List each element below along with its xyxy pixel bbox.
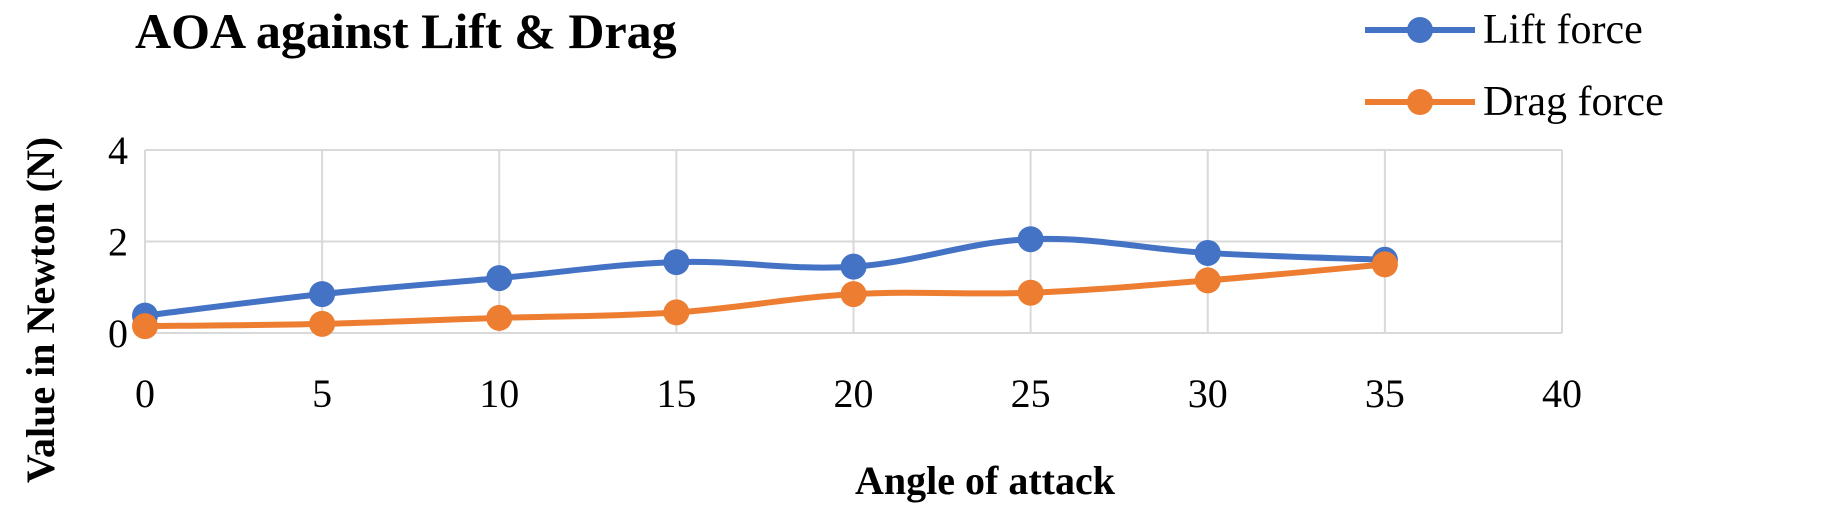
chart-title: AOA against Lift & Drag bbox=[135, 3, 677, 59]
legend-item-drag: Drag force bbox=[1365, 79, 1664, 125]
data-point-lift-force bbox=[309, 281, 336, 308]
data-point-lift-force bbox=[840, 253, 867, 280]
data-point-drag-force bbox=[1371, 251, 1398, 278]
x-tick-label: 0 bbox=[135, 371, 155, 416]
legend-label-drag: Drag force bbox=[1483, 79, 1664, 125]
legend-label-lift: Lift force bbox=[1483, 7, 1643, 53]
x-tick-label: 20 bbox=[834, 371, 874, 416]
x-tick-label: 30 bbox=[1188, 371, 1228, 416]
data-point-drag-force bbox=[132, 313, 158, 340]
y-axis-title: Value in Newton (N) bbox=[18, 137, 63, 483]
legend-item-lift: Lift force bbox=[1365, 7, 1643, 53]
data-point-lift-force bbox=[486, 265, 513, 292]
y-tick-label: 0 bbox=[108, 311, 128, 356]
data-point-drag-force bbox=[663, 299, 690, 326]
x-tick-label: 10 bbox=[479, 371, 519, 416]
legend: Lift force Drag force bbox=[1365, 7, 1664, 125]
legend-marker-lift bbox=[1407, 17, 1433, 43]
data-point-lift-force bbox=[1017, 226, 1044, 253]
x-tick-label: 40 bbox=[1542, 371, 1582, 416]
data-point-lift-force bbox=[663, 249, 690, 276]
legend-marker-drag bbox=[1407, 89, 1433, 115]
data-point-drag-force bbox=[309, 310, 336, 337]
data-point-lift-force bbox=[1194, 239, 1221, 266]
data-point-drag-force bbox=[1017, 279, 1044, 306]
x-tick-label: 35 bbox=[1365, 371, 1405, 416]
y-tick-label: 4 bbox=[108, 128, 128, 173]
x-tick-label: 5 bbox=[312, 371, 332, 416]
data-point-drag-force bbox=[1194, 267, 1221, 294]
series-line-lift-force bbox=[144, 235, 1385, 319]
x-tick-label: 25 bbox=[1011, 371, 1051, 416]
x-axis-title: Angle of attack bbox=[855, 458, 1116, 503]
x-tick-label: 15 bbox=[656, 371, 696, 416]
data-point-drag-force bbox=[486, 304, 513, 331]
series-line-drag-force bbox=[144, 261, 1386, 330]
data-point-drag-force bbox=[840, 281, 867, 308]
plot-area: 0 5 10 15 20 25 30 35 40 0 2 4 bbox=[108, 128, 1582, 416]
y-tick-label: 2 bbox=[108, 220, 128, 265]
